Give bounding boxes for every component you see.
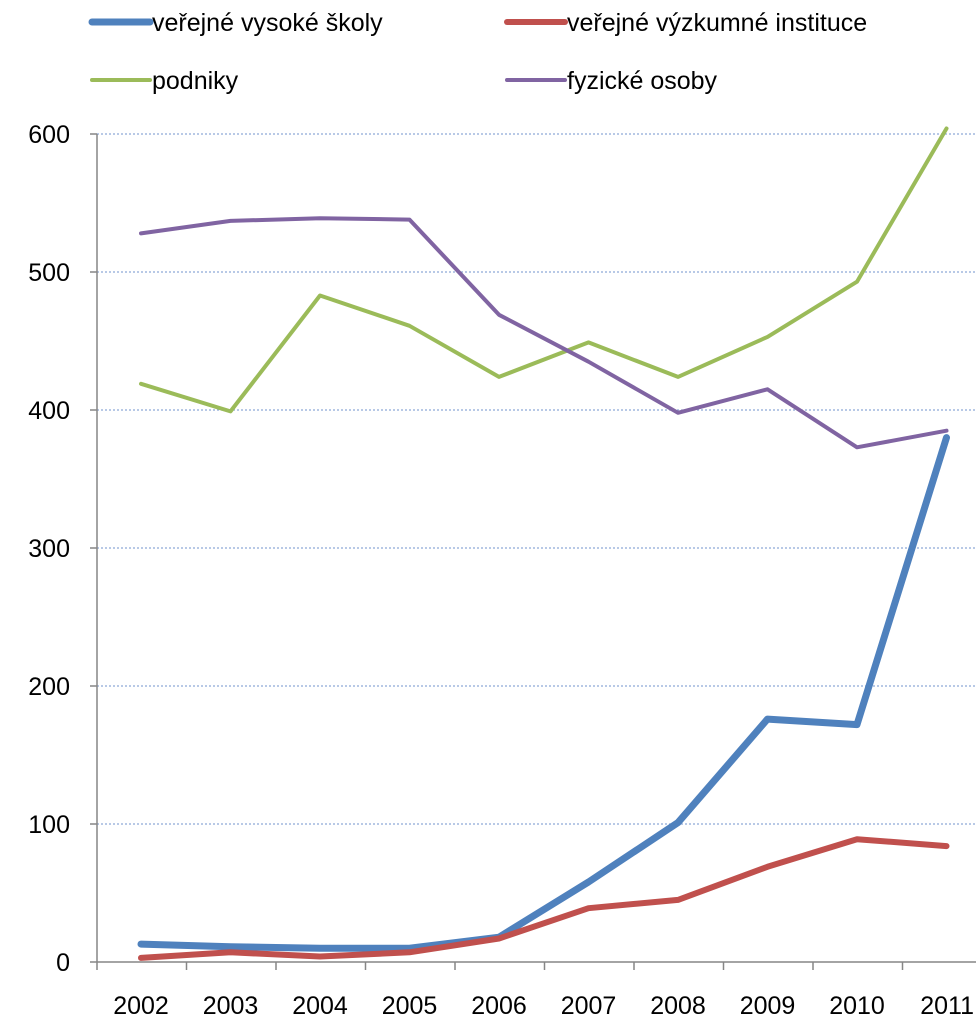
x-tick-label: 2005 xyxy=(382,992,438,1020)
series-line xyxy=(139,126,949,414)
x-tick-label: 2002 xyxy=(113,992,169,1020)
legend-item: fyzické osoby xyxy=(505,67,718,95)
y-tick-label: 300 xyxy=(28,535,70,563)
legend-label: veřejné výzkumné instituce xyxy=(567,9,867,37)
gridlines xyxy=(97,133,976,825)
y-axis-tick-labels: 0 100 200 300 400 500 600 xyxy=(28,121,70,977)
x-tick-label: 2003 xyxy=(203,992,259,1020)
series-line xyxy=(138,836,950,961)
x-tick-label: 2010 xyxy=(829,992,885,1020)
y-tick-label: 200 xyxy=(28,673,70,701)
x-tick-label: 2006 xyxy=(471,992,527,1020)
x-tick-label: 2004 xyxy=(292,992,348,1020)
y-tick-label: 400 xyxy=(28,397,70,425)
legend-label: podniky xyxy=(152,67,239,95)
legend-label: fyzické osoby xyxy=(567,67,718,95)
y-tick-label: 100 xyxy=(28,811,70,839)
x-tick-label: 2007 xyxy=(561,992,617,1020)
series-line xyxy=(137,434,950,952)
series-layer xyxy=(137,126,950,961)
y-tick-label: 0 xyxy=(56,949,70,977)
x-axis-tick-labels: 2002 2003 2004 2005 2006 2007 2008 2009 2010 2011 xyxy=(113,992,974,1020)
y-tick-label: 600 xyxy=(28,121,70,149)
legend-label: veřejné vysoké školy xyxy=(152,9,383,37)
legend-item: veřejné výzkumné instituce xyxy=(504,9,867,37)
legend-item: veřejné vysoké školy xyxy=(88,9,383,37)
legend-item: podniky xyxy=(90,67,239,95)
x-tick-label: 2011 xyxy=(920,992,974,1020)
x-tick-label: 2008 xyxy=(650,992,706,1020)
legend: veřejné vysoké školy veřejné výzkumné ins… xyxy=(88,9,867,95)
series-line xyxy=(139,216,949,450)
y-tick-label: 500 xyxy=(28,259,70,287)
axes xyxy=(90,133,976,970)
x-tick-label: 2009 xyxy=(740,992,796,1020)
